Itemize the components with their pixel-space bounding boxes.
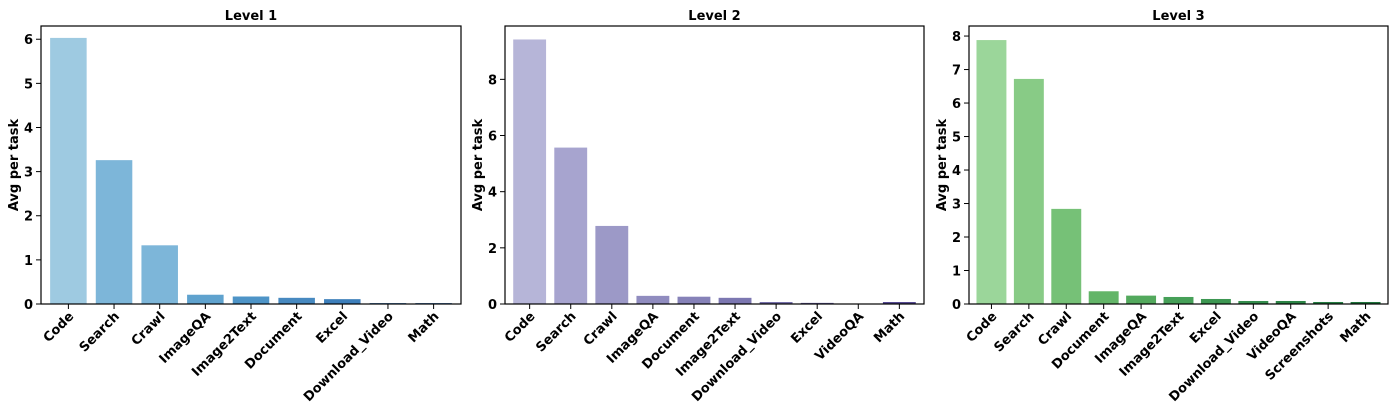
- bar-search: [95, 160, 133, 304]
- y-tick-label: 1: [24, 254, 33, 269]
- y-tick-label: 4: [952, 164, 961, 179]
- plot-frame: [968, 25, 1389, 305]
- y-axis-label: Avg per task: [471, 118, 486, 211]
- x-tick-label-excel: Excel: [313, 309, 351, 347]
- bar-excel: [324, 299, 361, 304]
- bar-document: [677, 296, 711, 304]
- x-tick-label-crawl: Crawl: [129, 309, 169, 349]
- x-tick-label-math: Math: [406, 309, 443, 346]
- y-tick-label: 5: [952, 131, 961, 146]
- y-tick-label: 3: [24, 166, 33, 181]
- x-tick-label-search: Search: [991, 309, 1037, 355]
- x-tick-label-code: Code: [41, 309, 78, 346]
- x-tick-label-search: Search: [533, 309, 579, 355]
- bar-search: [554, 147, 588, 304]
- bar-imageqa: [187, 294, 224, 304]
- bar-screenshots: [1313, 301, 1344, 304]
- bar-code: [976, 40, 1007, 304]
- y-tick-label: 2: [952, 231, 961, 246]
- x-tick-label-math: Math: [871, 309, 908, 346]
- y-tick-label: 0: [24, 298, 33, 313]
- y-tick-label: 7: [952, 64, 961, 79]
- chart-title: Level 3: [1152, 9, 1204, 24]
- y-axis-label: Avg per task: [7, 118, 22, 211]
- bar-image2text: [232, 296, 270, 304]
- bar-math: [882, 302, 916, 304]
- y-tick-label: 8: [952, 30, 961, 45]
- bar-document: [1088, 291, 1119, 304]
- bar-math: [1350, 301, 1381, 304]
- bar-code: [50, 37, 87, 305]
- bar-crawl: [595, 225, 629, 304]
- bar-imageqa: [1126, 295, 1157, 304]
- chart-title: Level 1: [225, 9, 277, 24]
- chart-panel-level-1: Level 1 Avg per task 0 1 2 3 4 5 6 Code Search Craw…: [7, 9, 462, 405]
- x-tick-label-code: Code: [502, 309, 539, 346]
- bar-code: [513, 39, 547, 304]
- bar-image2text: [1163, 296, 1194, 304]
- y-tick-label: 3: [952, 198, 961, 213]
- bar-search: [1013, 78, 1044, 305]
- y-tick-label: 1: [952, 265, 961, 280]
- bar-download-video: [1238, 300, 1269, 304]
- y-tick-label: 4: [24, 121, 33, 136]
- plot-frame: [504, 25, 925, 305]
- y-tick-label: 8: [488, 73, 497, 88]
- x-tick-label-excel: Excel: [788, 309, 826, 347]
- bar-download-video: [759, 302, 793, 304]
- bar-imageqa: [636, 295, 670, 304]
- x-tick-label-search: Search: [77, 309, 123, 355]
- x-tick-label-download-video: Download_Video: [301, 309, 397, 405]
- y-tick-label: 6: [952, 97, 961, 112]
- bar-excel: [1200, 298, 1231, 304]
- y-tick-label: 4: [488, 186, 497, 201]
- x-tick-label-math: Math: [1337, 309, 1374, 346]
- plot-frame: [40, 25, 462, 305]
- x-tick-label-crawl: Crawl: [581, 309, 621, 349]
- bar-document: [278, 297, 315, 304]
- bar-crawl: [1051, 208, 1082, 304]
- bar-image2text: [718, 297, 752, 304]
- y-tick-label: 6: [24, 33, 33, 48]
- y-tick-label: 0: [488, 298, 497, 313]
- y-tick-label: 5: [24, 77, 33, 92]
- bar-crawl: [141, 245, 178, 304]
- x-tick-label-image2text: Image2Text: [1117, 309, 1188, 380]
- y-tick-label: 6: [488, 130, 497, 145]
- y-tick-label: 2: [488, 242, 497, 257]
- y-tick-label: 0: [952, 298, 961, 313]
- bar-videoqa: [1275, 300, 1306, 304]
- y-axis-label: Avg per task: [935, 118, 950, 211]
- y-tick-label: 2: [24, 210, 33, 225]
- x-tick-label-screenshots: Screenshots: [1263, 309, 1338, 384]
- chart-title: Level 2: [688, 9, 740, 24]
